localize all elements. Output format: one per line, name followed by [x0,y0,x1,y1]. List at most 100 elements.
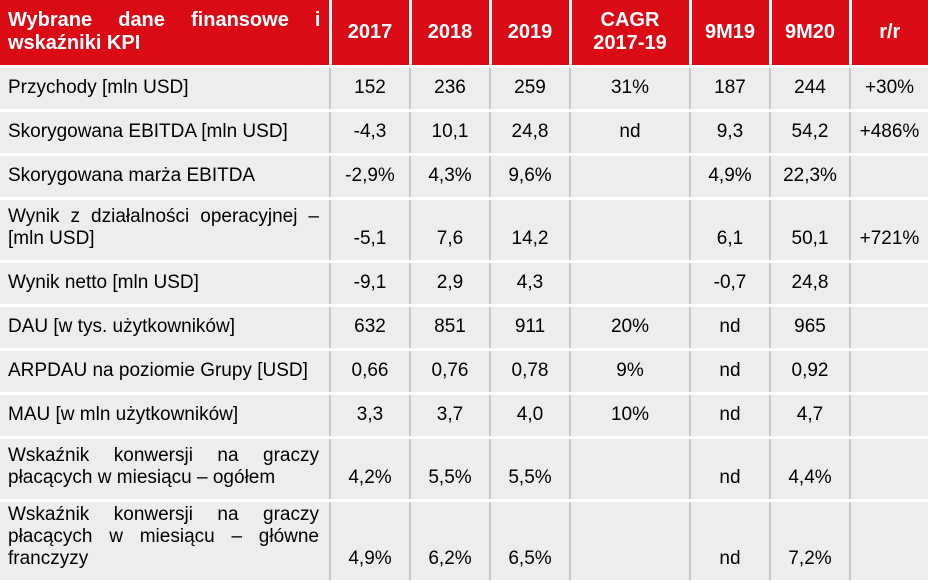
column-header-rr: r/r [850,0,928,68]
header-row: Wybrane dane finansowe i wskaźniki KPI 2… [0,0,928,68]
cell [570,500,691,581]
cell: 5,5% [410,437,491,502]
table-row: Skorygowana marża EBITDA -2,9% 4,3% 9,6%… [0,154,928,200]
cell: 3,3 [330,393,411,439]
row-label: Wskaźnik konwersji na graczy płacących w… [0,437,331,502]
cell: 3,7 [410,393,491,439]
cell: 4,3% [410,154,491,200]
cell [850,500,928,581]
row-label: Wynik netto [mln USD] [0,261,331,307]
table-row: MAU [w mln użytkowników] 3,3 3,7 4,0 10%… [0,393,928,439]
cell: 6,5% [490,500,571,581]
row-label: Skorygowana EBITDA [mln USD] [0,110,331,156]
cell [850,349,928,395]
row-label: Skorygowana marża EBITDA [0,154,331,200]
cell: 4,2% [330,437,411,502]
cell: 7,6 [410,198,491,263]
cell: 632 [330,305,411,351]
cell: 14,2 [490,198,571,263]
cell: 851 [410,305,491,351]
cell [570,154,691,200]
cell: 0,78 [490,349,571,395]
cell: nd [690,393,771,439]
cell: 4,9% [690,154,771,200]
cell [570,198,691,263]
column-header-2017: 2017 [330,0,412,68]
cell: 24,8 [770,261,851,307]
table-row: Wynik z działalności operacyjnej – [mln … [0,198,928,263]
cell: 54,2 [770,110,851,156]
row-label: Przychody [mln USD] [0,66,331,112]
table-row: Przychody [mln USD] 152 236 259 31% 187 … [0,66,928,112]
cell: 5,5% [490,437,571,502]
row-label: ARPDAU na poziomie Grupy [USD] [0,349,331,395]
column-header-2018: 2018 [410,0,492,68]
cell: 9,6% [490,154,571,200]
cell: -9,1 [330,261,411,307]
cell: 22,3% [770,154,851,200]
column-header-2019: 2019 [490,0,572,68]
cell: 0,92 [770,349,851,395]
cell: 259 [490,66,571,112]
cell: 236 [410,66,491,112]
cell: -5,1 [330,198,411,263]
cell: 50,1 [770,198,851,263]
cell: 965 [770,305,851,351]
row-label: MAU [w mln użytkowników] [0,393,331,439]
cell: 4,3 [490,261,571,307]
cell [850,305,928,351]
table-row: Wynik netto [mln USD] -9,1 2,9 4,3 -0,7 … [0,261,928,307]
column-header-cagr: CAGR 2017-19 [570,0,692,68]
cell: -0,7 [690,261,771,307]
cell: 7,2% [770,500,851,581]
cell: 4,0 [490,393,571,439]
cell: 24,8 [490,110,571,156]
cell: 0,76 [410,349,491,395]
table-row: Wskaźnik konwersji na graczy płacących w… [0,437,928,502]
table-row: Skorygowana EBITDA [mln USD] -4,3 10,1 2… [0,110,928,156]
table-title: Wybrane dane finansowe i wskaźniki KPI [0,0,332,68]
row-label: Wynik z działalności operacyjnej – [mln … [0,198,331,263]
cell: 244 [770,66,851,112]
table-row: ARPDAU na poziomie Grupy [USD] 0,66 0,76… [0,349,928,395]
cell: nd [690,349,771,395]
cell: 10,1 [410,110,491,156]
table-row: DAU [w tys. użytkowników] 632 851 911 20… [0,305,928,351]
cell: nd [570,110,691,156]
cell: 4,9% [330,500,411,581]
cell: 187 [690,66,771,112]
cell [570,437,691,502]
cell: 152 [330,66,411,112]
row-label: Wskaźnik konwersji na graczy płacących w… [0,500,331,581]
cell: 911 [490,305,571,351]
cell: 6,1 [690,198,771,263]
row-label: DAU [w tys. użytkowników] [0,305,331,351]
cell [850,393,928,439]
cell: nd [690,437,771,502]
cell [850,261,928,307]
table-row: Wskaźnik konwersji na graczy płacących w… [0,500,928,581]
cell: 4,4% [770,437,851,502]
cell [850,437,928,502]
cell: +30% [850,66,928,112]
cell [570,261,691,307]
column-header-9m20: 9M20 [770,0,852,68]
cell: 0,66 [330,349,411,395]
cell: +721% [850,198,928,263]
cell [850,154,928,200]
cell: 9% [570,349,691,395]
cell: 4,7 [770,393,851,439]
cell: 9,3 [690,110,771,156]
cell: -2,9% [330,154,411,200]
cell: nd [690,305,771,351]
column-header-9m19: 9M19 [690,0,772,68]
cell: 6,2% [410,500,491,581]
cell: 31% [570,66,691,112]
cell: +486% [850,110,928,156]
cell: 20% [570,305,691,351]
cell: 2,9 [410,261,491,307]
cell: -4,3 [330,110,411,156]
cell: nd [690,500,771,581]
cell: 10% [570,393,691,439]
